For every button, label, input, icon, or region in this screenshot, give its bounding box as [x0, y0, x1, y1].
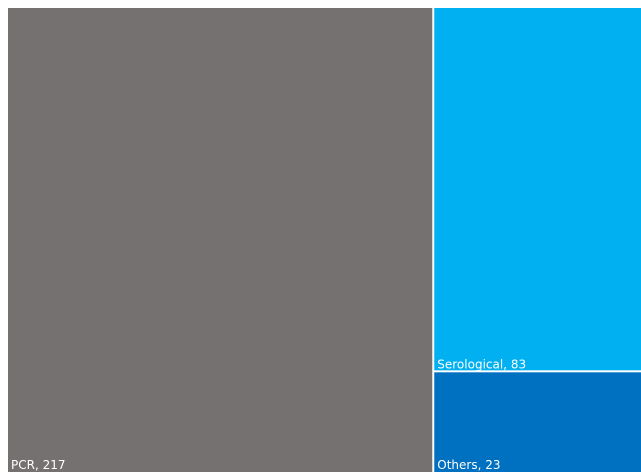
tile-label: Serological, 83: [437, 357, 526, 371]
treemap-tile: [8, 8, 433, 472]
treemap-tile: [434, 8, 641, 371]
tile-label: Others, 23: [437, 458, 500, 472]
treemap-tile: [434, 372, 641, 472]
tile-label: PCR, 217: [11, 458, 66, 472]
